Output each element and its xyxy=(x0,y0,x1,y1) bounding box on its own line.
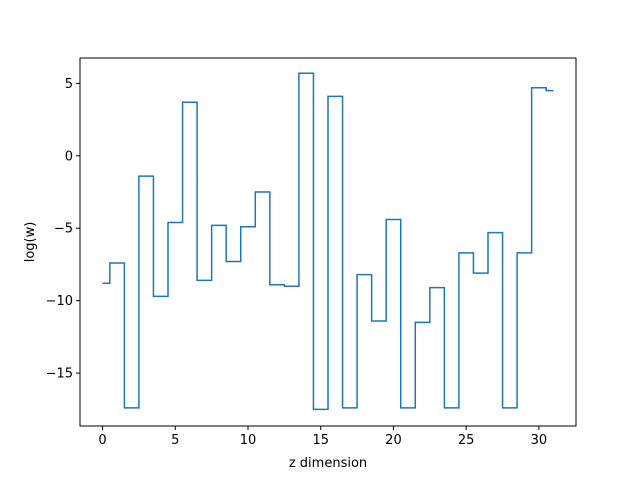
axes-frame xyxy=(79,57,577,427)
x-tick-label: 5 xyxy=(171,433,179,448)
series-line-0 xyxy=(102,72,554,411)
plot-area xyxy=(102,72,554,411)
x-axis-label: z dimension xyxy=(289,456,367,471)
y-tick-label: −5 xyxy=(54,222,73,237)
y-axis: −15 −10 −5 0 5 xyxy=(46,77,80,382)
y-axis-label: log(w) xyxy=(23,222,38,263)
x-tick-label: 10 xyxy=(240,433,257,448)
x-axis: 0 5 10 15 20 25 30 xyxy=(98,426,547,448)
x-tick-label: 30 xyxy=(531,433,548,448)
x-tick-label: 15 xyxy=(312,433,329,448)
y-tick-label: 5 xyxy=(65,77,73,92)
x-tick-label: 20 xyxy=(385,433,402,448)
y-tick-label: 0 xyxy=(65,149,73,164)
x-tick-label: 25 xyxy=(458,433,475,448)
y-tick-label: −15 xyxy=(46,367,73,382)
y-tick-label: −10 xyxy=(46,294,73,309)
x-tick-label: 0 xyxy=(98,433,106,448)
